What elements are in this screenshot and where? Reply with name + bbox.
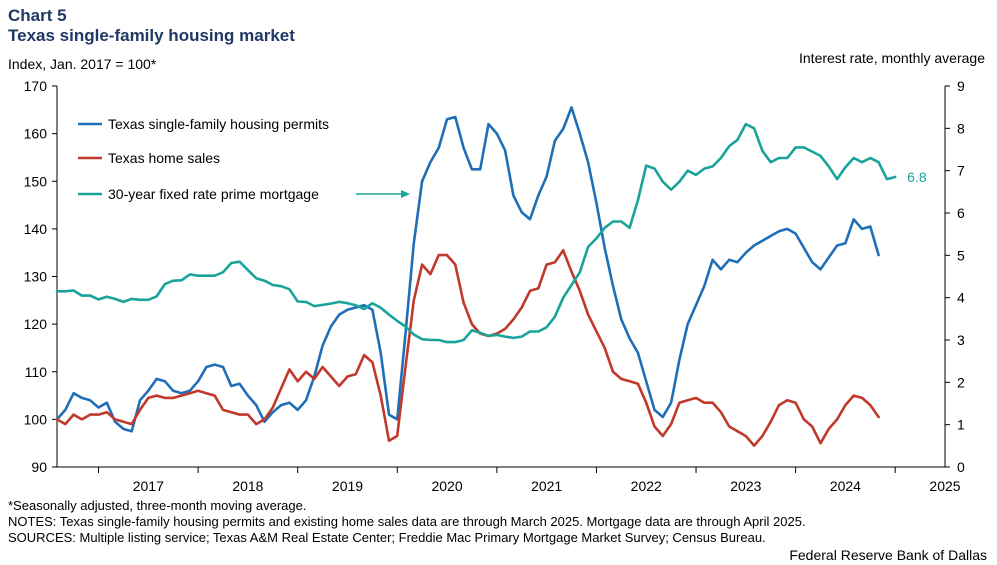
x-tick-label: 2025: [929, 478, 960, 494]
credit: Federal Reserve Bank of Dallas: [789, 547, 987, 563]
left-tick-label: 110: [25, 364, 48, 380]
legend-arrow-head: [401, 190, 410, 198]
left-tick-label: 120: [24, 316, 48, 332]
notes: NOTES: Texas single-family housing permi…: [8, 514, 806, 529]
x-tick-label: 2023: [730, 478, 761, 494]
left-axis-title: Index, Jan. 2017 = 100*: [8, 56, 157, 72]
end-value-label: 6.8: [907, 169, 927, 185]
series-line-sales: [55, 249, 880, 447]
sources: SOURCES: Multiple listing service; Texas…: [8, 530, 766, 545]
series-line-permits: [55, 106, 880, 433]
chart-label: Chart 5: [8, 6, 67, 25]
x-tick-label: 2021: [531, 478, 562, 494]
chart-title: Texas single-family housing market: [8, 26, 295, 45]
right-tick-label: 4: [957, 290, 965, 306]
x-tick-label: 2019: [332, 478, 363, 494]
right-tick-label: 8: [957, 120, 965, 136]
legend-label-mortgage: 30-year fixed rate prime mortgage: [108, 186, 319, 202]
x-tick-label: 2024: [830, 478, 861, 494]
x-tick-label: 2017: [133, 478, 164, 494]
right-tick-label: 3: [957, 332, 965, 348]
x-tick-label: 2018: [232, 478, 263, 494]
right-tick-label: 9: [957, 78, 965, 94]
right-tick-label: 0: [957, 459, 965, 475]
x-tick-label: 2022: [631, 478, 662, 494]
left-tick-label: 150: [24, 173, 48, 189]
right-tick-label: 1: [957, 417, 965, 433]
left-tick-label: 140: [24, 221, 48, 237]
right-tick-label: 6: [957, 205, 965, 221]
footnote: *Seasonally adjusted, three-month moving…: [8, 498, 307, 513]
legend-label-sales: Texas home sales: [108, 150, 220, 166]
left-tick-label: 170: [24, 78, 48, 94]
legend-label-permits: Texas single-family housing permits: [108, 116, 329, 132]
right-tick-label: 7: [957, 163, 965, 179]
left-tick-label: 160: [24, 126, 48, 142]
right-tick-label: 5: [957, 247, 965, 263]
x-tick-label: 2020: [431, 478, 462, 494]
left-tick-label: 130: [24, 269, 48, 285]
right-tick-label: 2: [957, 374, 965, 390]
left-tick-label: 100: [24, 411, 48, 427]
series-line-mortgage: [55, 122, 897, 344]
left-tick-label: 90: [31, 459, 47, 475]
right-axis-title: Interest rate, monthly average: [799, 50, 985, 66]
